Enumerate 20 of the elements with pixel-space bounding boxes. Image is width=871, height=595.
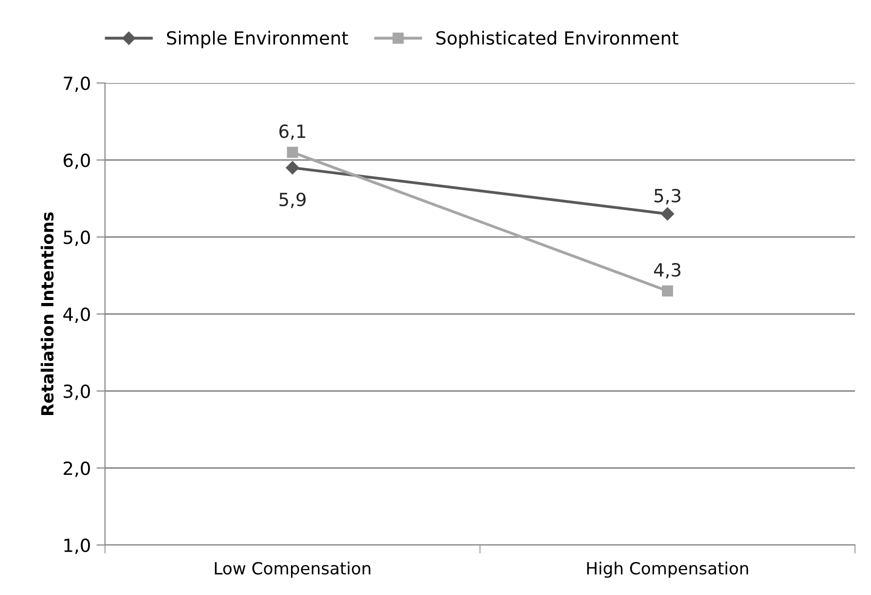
- point: [286, 161, 300, 174]
- y-tick-label: 1,0: [64, 538, 90, 554]
- legend-label: Simple Environment: [167, 30, 348, 48]
- y-tick-label: 3,0: [64, 384, 90, 400]
- y-tick-label: 6,0: [64, 153, 90, 169]
- point: [662, 285, 674, 296]
- data-label: 4,3: [654, 263, 680, 279]
- y-tick-label: 5,0: [64, 230, 90, 246]
- x-tick-label: Low Compensation: [214, 562, 370, 578]
- data-label: 6,1: [279, 124, 306, 140]
- point: [660, 207, 674, 220]
- y-tick-label: 4,0: [63, 307, 90, 323]
- legend-label: Sophisticated Environment: [436, 30, 678, 48]
- y-tick-label: 2,0: [64, 461, 90, 477]
- x-tick-label: High Compensation: [587, 562, 748, 578]
- data-label: 5,3: [654, 188, 680, 204]
- point: [286, 146, 298, 158]
- y-axis-title: Retaliation Intentions: [40, 212, 54, 415]
- data-label: 5,9: [280, 192, 306, 208]
- y-tick-label: 7,0: [64, 76, 90, 92]
